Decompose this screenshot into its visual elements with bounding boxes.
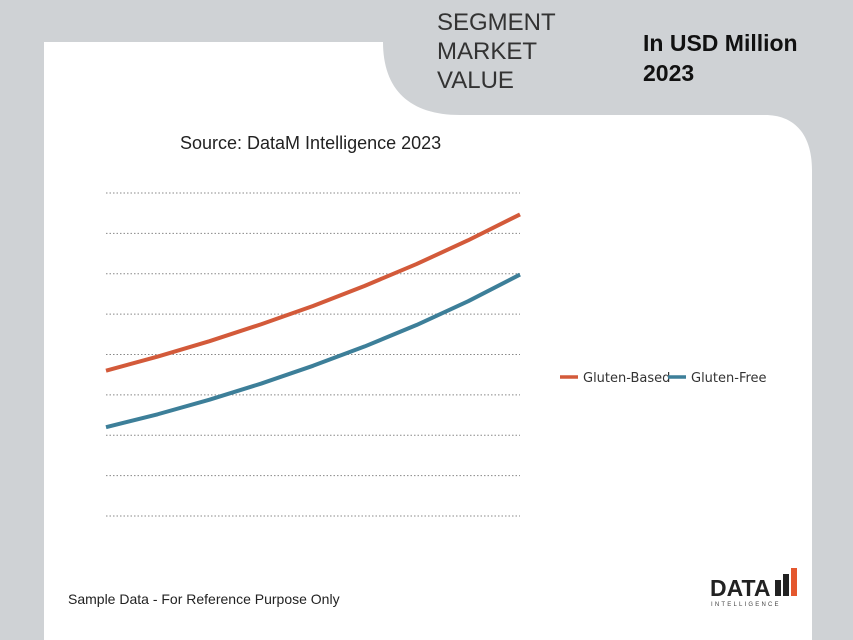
segment-market-value-title: SEGMENT MARKET VALUE — [437, 9, 556, 94]
logo-bar-3 — [791, 568, 797, 596]
logo-word: DATA — [710, 575, 770, 601]
series-line-1 — [105, 212, 521, 373]
series-lines — [105, 212, 521, 430]
datam-logo: DATA INTELLIGENCE — [710, 568, 797, 608]
gridlines — [106, 192, 520, 517]
unit-year-label: In USD Million 2023 — [643, 30, 798, 86]
legend: Gluten-Based Gluten-Free — [560, 371, 767, 386]
sample-data-note: Sample Data - For Reference Purpose Only — [68, 591, 340, 607]
series-line-2 — [105, 272, 521, 430]
logo-bar-1 — [775, 580, 781, 596]
logo-bar-2 — [783, 574, 789, 596]
logo-subword: INTELLIGENCE — [711, 602, 781, 608]
source-caption: Source: DataM Intelligence 2023 — [180, 133, 442, 153]
white-content-panel — [44, 42, 812, 640]
legend-label-2: Gluten-Free — [691, 371, 767, 386]
legend-label-1: Gluten-Based — [583, 371, 670, 386]
